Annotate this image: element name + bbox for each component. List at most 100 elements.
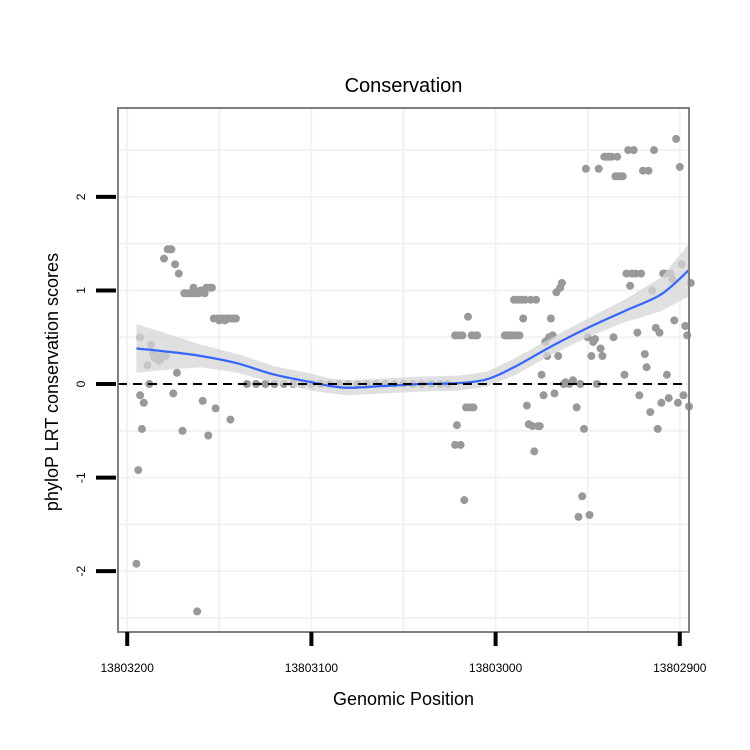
data-point [620,370,629,379]
data-point [670,316,679,325]
data-point [452,421,461,430]
data-point [591,335,600,344]
data-point [578,492,587,501]
data-point [231,314,240,323]
data-point [261,380,270,388]
data-point [655,328,664,337]
data-point [635,391,644,400]
data-point [581,164,590,173]
data-point [519,314,528,323]
x-tick-label: 13803100 [285,661,339,675]
data-point [580,424,588,433]
data-point [528,422,537,431]
y-tick-label: 2 [74,193,88,200]
data-point [167,245,176,254]
data-point [587,352,596,360]
y-axis-label: phyloP LRT conservation scores [42,253,62,511]
data-point [178,426,187,435]
data-point [576,380,585,388]
data-point [640,350,649,359]
data-point [662,370,671,379]
data-point [473,331,482,340]
data-point [207,283,216,292]
data-point [569,376,577,385]
data-point [607,152,616,161]
data-point [653,424,662,433]
data-point [546,314,555,323]
y-tick-label: 1 [74,287,88,294]
data-point [139,398,148,407]
data-point [637,269,646,278]
data-point [572,403,581,412]
data-point [174,269,183,278]
data-point [537,370,546,379]
data-point [521,295,530,304]
data-point [458,331,467,340]
x-tick-label: 13803200 [101,661,155,675]
data-point [226,415,235,424]
data-point [574,512,583,521]
data-point [609,333,618,342]
data-point [622,269,631,278]
data-point [160,254,168,263]
data-point [169,389,178,398]
x-axis-label: Genomic Position [333,689,474,709]
data-point [592,380,601,388]
y-tick-label: 0 [74,380,88,387]
data-point [594,164,603,173]
data-point [642,363,651,372]
data-point [557,279,566,287]
data-point [550,389,559,398]
data-point [639,166,647,175]
data-point [613,152,622,161]
data-point [633,328,642,337]
data-point [624,146,633,155]
data-point [554,352,563,360]
data-point [137,424,146,433]
data-point [618,172,627,181]
data-point [598,352,607,360]
data-point [535,422,544,431]
chart-title: Conservation [345,75,463,97]
data-point [673,398,682,407]
panel-border [117,107,690,633]
data-point [456,440,465,449]
data-point [675,162,684,171]
data-point [626,281,635,290]
data-point [136,391,145,400]
data-point [585,511,594,519]
data-point [526,295,535,304]
y-tick-label: -2 [74,566,88,577]
data-point [522,401,531,410]
data-point [679,391,688,400]
data-point [172,368,181,377]
data-point [646,408,655,417]
data-point [644,166,653,175]
data-point [204,431,213,440]
data-point [629,146,638,155]
data-point [460,496,469,505]
y-tick-label: -1 [74,472,88,483]
data-point [451,440,460,449]
data-point [530,447,539,456]
data-point [672,134,681,143]
data-point [631,269,640,278]
data-point [198,396,207,405]
plot-panel [117,107,695,633]
data-point [539,391,548,400]
data-point [596,344,605,353]
data-point [134,466,143,475]
data-point [681,322,690,330]
data-point [193,607,202,616]
data-point [469,403,478,412]
x-axis: 13803200 13803100 13803000 13802900 [101,632,707,675]
x-tick-label: 13803000 [469,661,523,675]
x-tick-label: 13802900 [653,661,707,675]
data-point [657,398,666,407]
data-point [650,146,658,155]
data-point [132,559,141,568]
data-point [515,331,524,340]
data-point [171,260,180,269]
data-point [464,312,472,321]
